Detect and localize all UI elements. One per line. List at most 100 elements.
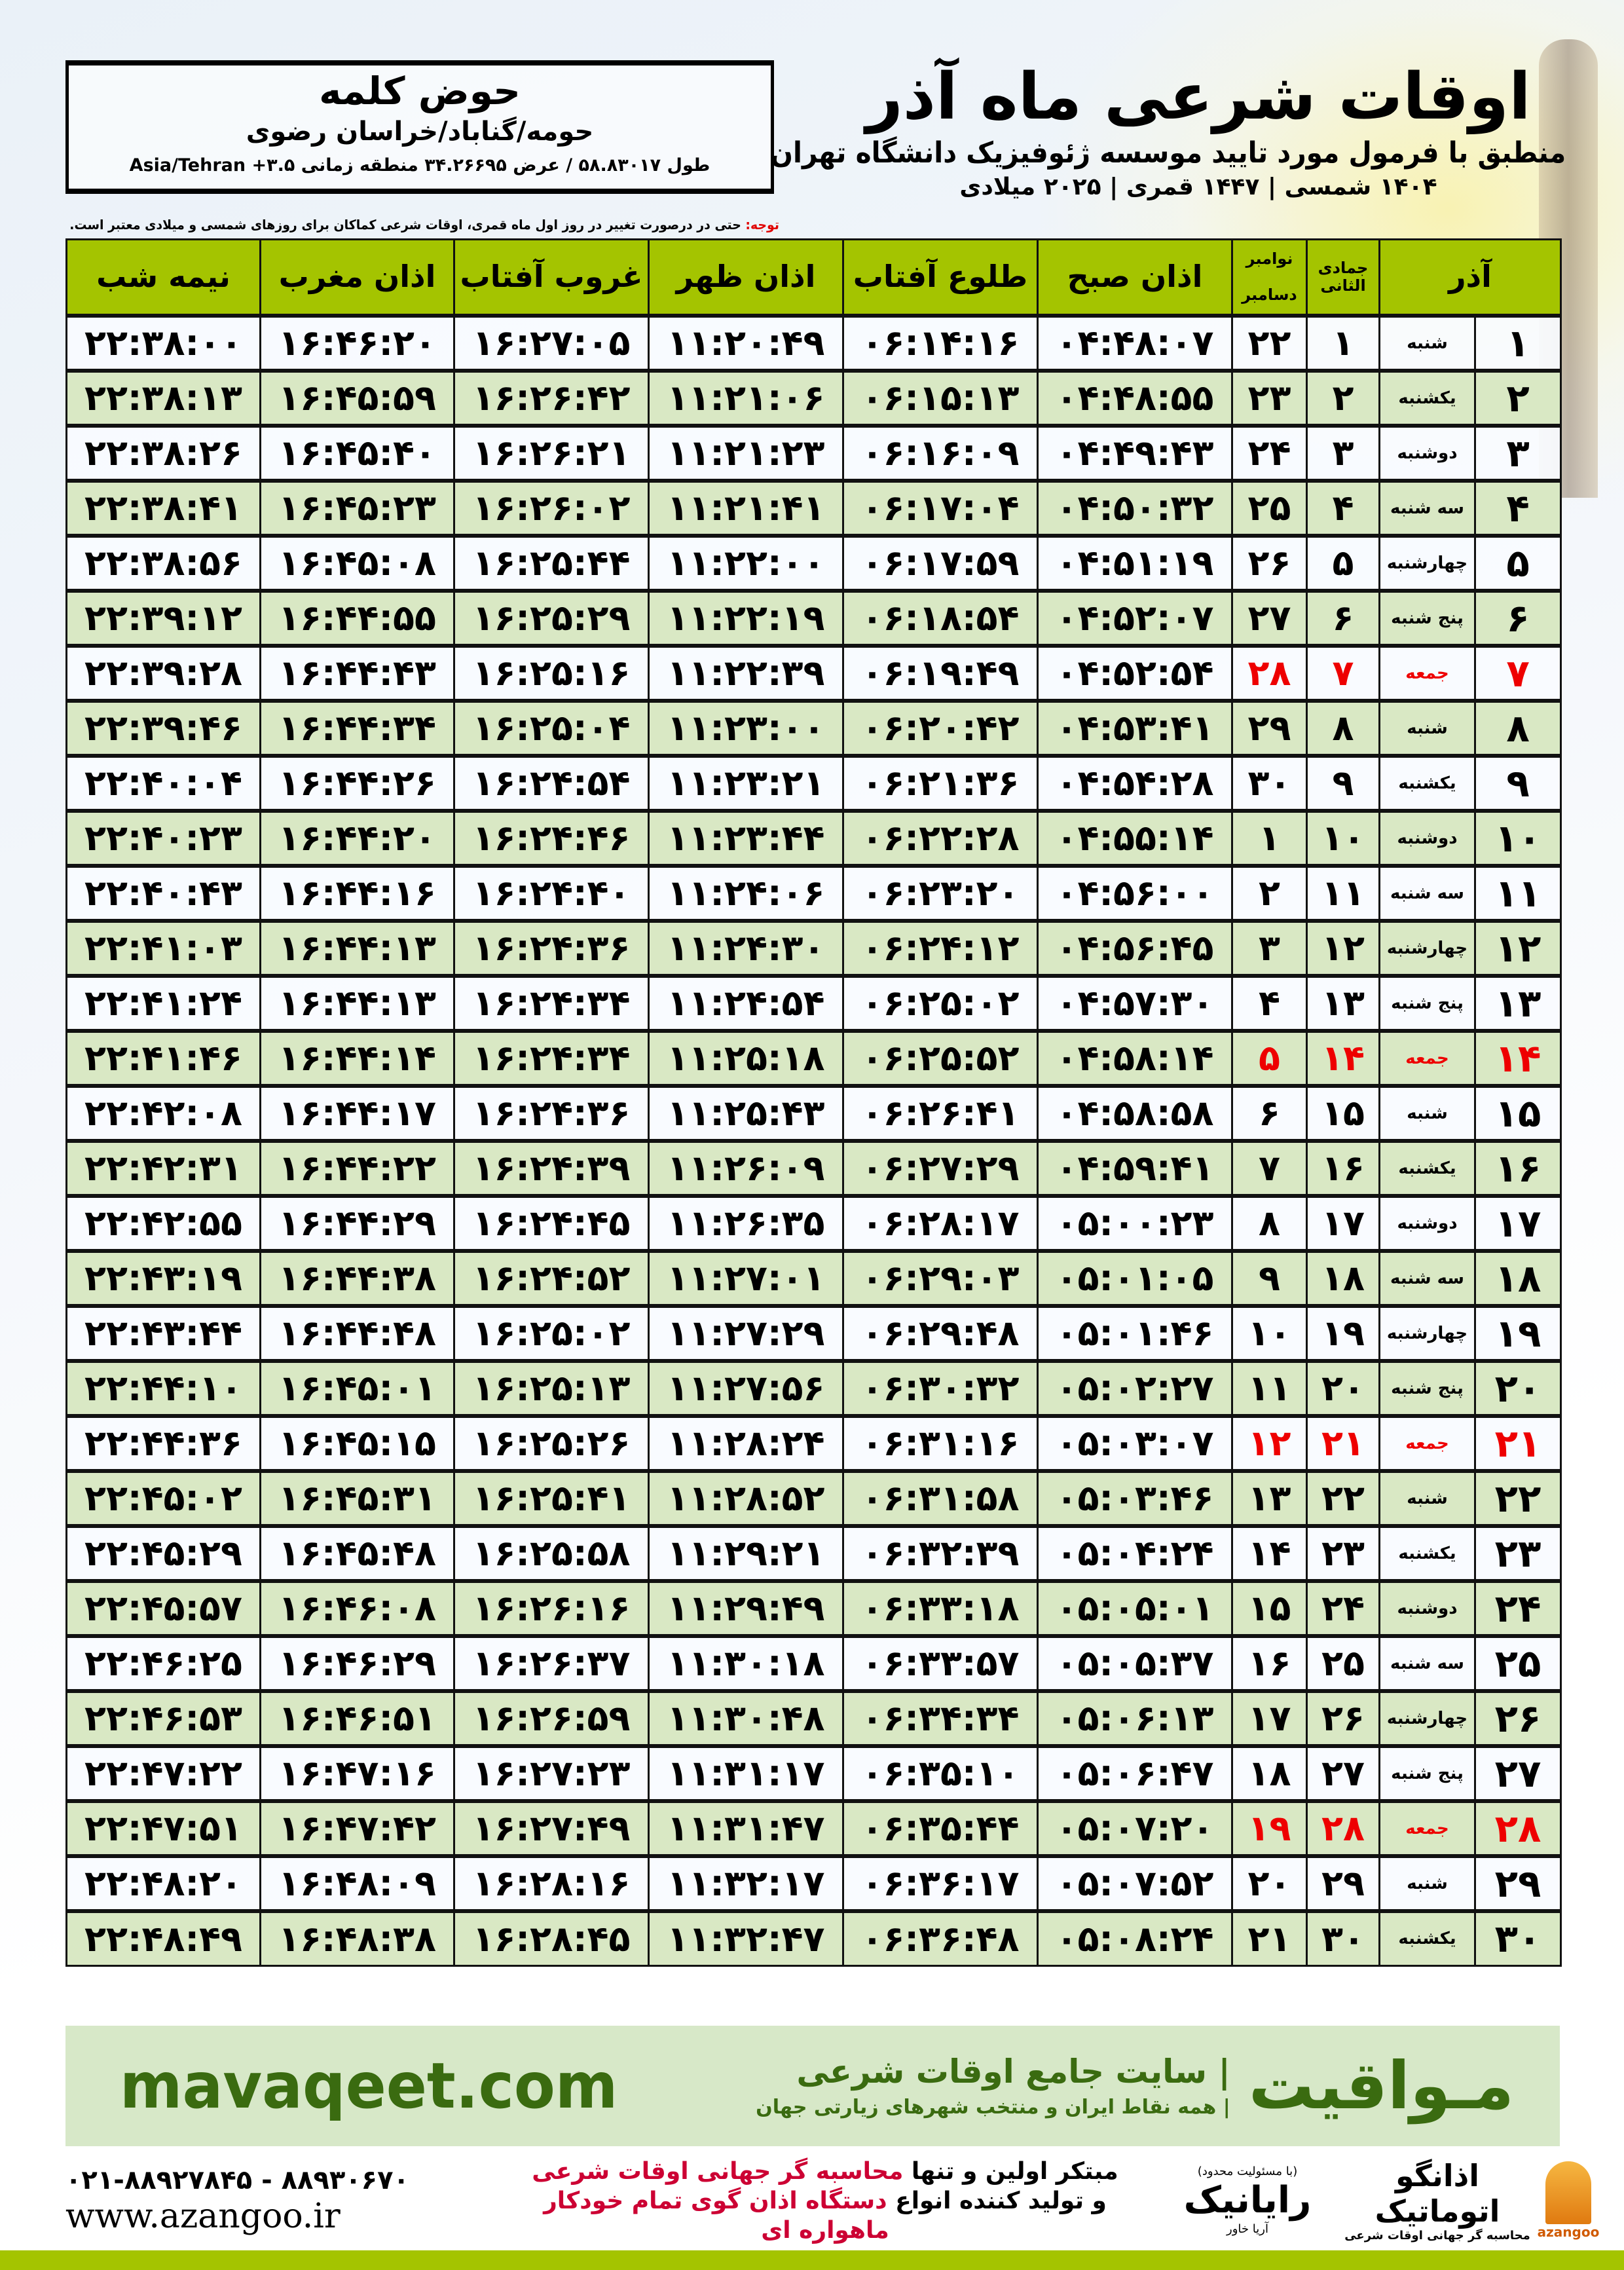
cell-weekday-text: پنج شنبه [1391, 1763, 1464, 1783]
cell-hijri-text: ۱ [1332, 322, 1354, 363]
cell-maghrib-text: ۱۶:۴۴:۲۲ [278, 1147, 436, 1189]
rayanik-name: رایانیک [1183, 2179, 1312, 2222]
cell-day-text: ۱۴ [1494, 1035, 1541, 1081]
cell-greg: ۲۲ [1231, 313, 1308, 371]
cell-sunset-text: ۱۶:۲۴:۴۶ [472, 817, 631, 859]
cell-fajr-text: ۰۴:۵۳:۴۱ [1056, 707, 1214, 749]
cell-dhuhr-text: ۱۱:۲۵:۴۳ [667, 1092, 825, 1134]
cell-hijri: ۸ [1306, 698, 1380, 756]
cell-day: ۲ [1474, 368, 1562, 426]
cell-fajr: ۰۵:۰۱:۴۶ [1037, 1303, 1233, 1362]
cell-greg: ۱۳ [1231, 1468, 1308, 1527]
cell-midnight-text: ۲۲:۴۵:۲۹ [84, 1533, 242, 1574]
cell-sunset-text: ۱۶:۲۴:۳۶ [472, 927, 631, 969]
cell-day-text: ۱۳ [1494, 980, 1541, 1026]
cell-fajr: ۰۴:۵۸:۵۸ [1037, 1083, 1233, 1142]
bottom-bar [0, 2250, 1624, 2270]
cell-fajr: ۰۵:۰۷:۲۰ [1037, 1798, 1233, 1857]
cell-dhuhr-text: ۱۱:۲۱:۲۳ [667, 432, 825, 474]
desc-line2-b: دستگاه اذان گوی تمام خودکار ماهواره ای [544, 2187, 889, 2244]
cell-hijri-text: ۱۱ [1321, 872, 1365, 914]
cell-sunrise-text: ۰۶:۲۵:۰۲ [861, 982, 1020, 1024]
cell-sunset-text: ۱۶:۲۵:۰۲ [472, 1312, 631, 1354]
cell-greg: ۲۹ [1231, 698, 1308, 756]
col-maghrib: اذان مغرب [259, 238, 455, 316]
cell-fajr-text: ۰۴:۵۸:۵۸ [1056, 1092, 1214, 1134]
cell-day-text: ۲ [1506, 375, 1530, 420]
cell-sunrise: ۰۶:۳۰:۳۲ [842, 1358, 1039, 1417]
cell-day: ۵ [1474, 533, 1562, 591]
site-link[interactable]: mavaqeet.com [119, 2049, 618, 2123]
cell-sunrise-text: ۰۶:۱۷:۰۴ [861, 487, 1020, 529]
cell-dhuhr-text: ۱۱:۲۹:۴۹ [667, 1588, 825, 1629]
cell-sunset: ۱۶:۲۵:۴۴ [453, 533, 650, 591]
cell-hijri-text: ۴ [1332, 487, 1354, 529]
cell-day-text: ۳ [1506, 430, 1530, 475]
cell-dhuhr: ۱۱:۲۱:۰۶ [648, 368, 844, 426]
cell-fajr: ۰۵:۰۴:۲۴ [1037, 1523, 1233, 1582]
cell-dhuhr: ۱۱:۳۰:۴۸ [648, 1688, 844, 1747]
cell-midnight: ۲۲:۴۸:۲۰ [65, 1853, 261, 1912]
cell-sunset: ۱۶:۲۴:۳۴ [453, 1028, 650, 1087]
cell-hijri: ۱۰ [1306, 808, 1380, 866]
location-region: حومه/گناباد/خراسان رضوی [246, 117, 594, 147]
cell-midnight-text: ۲۲:۳۸:۵۶ [84, 542, 242, 584]
cell-fajr: ۰۵:۰۱:۰۵ [1037, 1248, 1233, 1307]
cell-weekday: پنج شنبه [1378, 1743, 1477, 1802]
cell-maghrib: ۱۶:۴۵:۳۱ [259, 1468, 455, 1527]
cell-dhuhr: ۱۱:۲۲:۰۰ [648, 533, 844, 591]
cell-day-text: ۱ [1506, 320, 1530, 365]
cell-dhuhr-text: ۱۱:۲۱:۰۶ [667, 377, 825, 419]
azangoo-logo: azangoo اذانگو اتوماتیک محاسبه گر جهانی … [1342, 2158, 1599, 2243]
cell-maghrib-text: ۱۶:۴۴:۲۰ [278, 817, 436, 859]
azangoo-link[interactable]: www.azangoo.ir [65, 2197, 341, 2236]
cell-dhuhr-text: ۱۱:۳۲:۱۷ [667, 1863, 825, 1904]
cell-weekday: یکشنبه [1378, 1523, 1477, 1582]
cell-fajr: ۰۴:۵۴:۲۸ [1037, 753, 1233, 811]
cell-fajr-text: ۰۴:۵۲:۰۷ [1056, 597, 1214, 639]
cell-weekday-text: شنبه [1407, 718, 1448, 738]
cell-day: ۱۰ [1474, 808, 1562, 866]
cell-weekday: جمعه [1378, 1028, 1477, 1087]
cell-sunrise: ۰۶:۲۷:۲۹ [842, 1138, 1039, 1197]
page-title: اوقات شرعی ماه آذر [866, 60, 1531, 134]
cell-dhuhr: ۱۱:۲۰:۴۹ [648, 313, 844, 371]
cell-midnight-text: ۲۲:۳۸:۰۰ [84, 322, 242, 363]
cell-fajr: ۰۵:۰۲:۲۷ [1037, 1358, 1233, 1417]
cell-day: ۲۲ [1474, 1468, 1562, 1527]
cell-dhuhr: ۱۱:۳۱:۱۷ [648, 1743, 844, 1802]
table-row: ۲۰ پنج شنبه ۲۰ ۱۱ ۰۵:۰۲:۲۷ ۰۶:۳۰:۳۲ ۱۱:۲۷:۵۶ ۱۶… [65, 1358, 1562, 1417]
cell-day: ۱۴ [1474, 1028, 1562, 1087]
cell-fajr: ۰۵:۰۰:۲۳ [1037, 1193, 1233, 1252]
cell-sunset: ۱۶:۲۴:۳۴ [453, 973, 650, 1032]
cell-maghrib: ۱۶:۴۵:۴۰ [259, 423, 455, 481]
col-dhuhr: اذان ظهر [648, 238, 844, 316]
cell-midnight-text: ۲۲:۴۵:۵۷ [84, 1588, 242, 1629]
cell-sunset: ۱۶:۲۷:۰۵ [453, 313, 650, 371]
cell-hijri-text: ۸ [1332, 707, 1354, 749]
cell-sunset: ۱۶:۲۶:۵۹ [453, 1688, 650, 1747]
cell-sunrise: ۰۶:۲۹:۰۳ [842, 1248, 1039, 1307]
cell-hijri: ۲۱ [1306, 1413, 1380, 1472]
cell-maghrib-text: ۱۶:۴۴:۱۴ [278, 1037, 436, 1079]
brand-tagline: | سایت جامع اوقات شرعی [796, 2053, 1230, 2091]
table-row: ۱۱ سه شنبه ۱۱ ۲ ۰۴:۵۶:۰۰ ۰۶:۲۳:۲۰ ۱۱:۲۴:۰۶ ۱۶:۲… [65, 863, 1562, 921]
cell-fajr-text: ۰۵:۰۶:۴۷ [1056, 1753, 1214, 1794]
cell-day: ۲۱ [1474, 1413, 1562, 1472]
cell-midnight-text: ۲۲:۴۲:۰۸ [84, 1092, 242, 1134]
cell-midnight: ۲۲:۴۲:۰۸ [65, 1083, 261, 1142]
col-sunrise: طلوع آفتاب [842, 238, 1039, 316]
cell-hijri-text: ۷ [1332, 652, 1354, 694]
cell-weekday: چهارشنبه [1378, 533, 1477, 591]
location-box: حوض کلمه حومه/گناباد/خراسان رضوی طول ۵۸.… [65, 60, 774, 194]
cell-midnight-text: ۲۲:۳۹:۴۶ [84, 707, 242, 749]
cell-sunset-text: ۱۶:۲۸:۱۶ [472, 1863, 631, 1904]
cell-fajr-text: ۰۴:۵۸:۱۴ [1056, 1037, 1214, 1079]
cell-greg-text: ۲۲ [1247, 322, 1291, 363]
cell-greg: ۲۴ [1231, 423, 1308, 481]
cell-greg: ۲۸ [1231, 643, 1308, 701]
cell-hijri: ۲ [1306, 368, 1380, 426]
cell-weekday-text: چهارشنبه [1386, 1323, 1468, 1343]
cell-midnight-text: ۲۲:۴۷:۵۱ [84, 1808, 242, 1849]
cell-maghrib-text: ۱۶:۴۴:۳۸ [278, 1257, 436, 1299]
